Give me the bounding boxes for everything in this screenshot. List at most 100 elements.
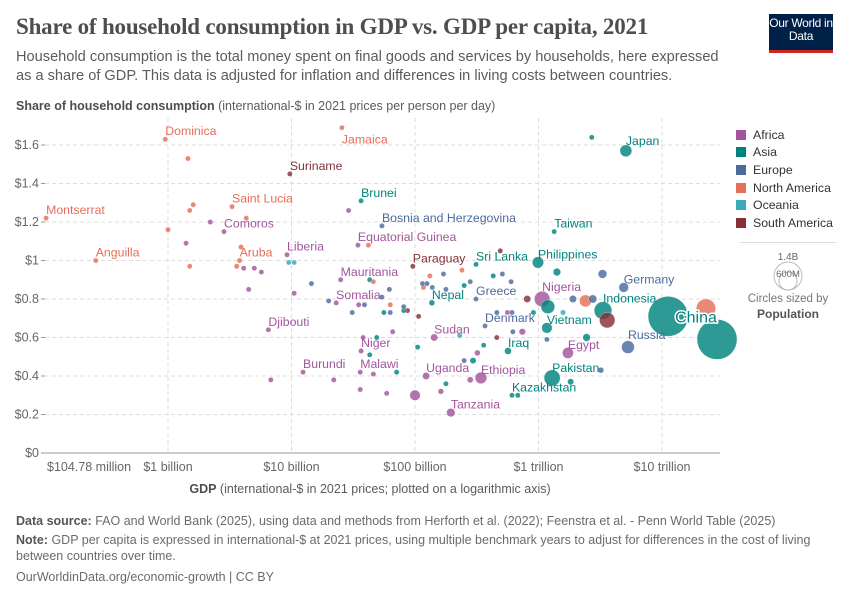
data-point[interactable] [357, 386, 363, 393]
data-point-germany[interactable] [618, 282, 629, 293]
data-point-somalia[interactable] [333, 300, 339, 306]
data-point-japan[interactable] [619, 144, 632, 157]
data-point[interactable] [437, 388, 444, 395]
data-point[interactable] [443, 286, 449, 293]
data-point[interactable] [540, 299, 555, 314]
data-point[interactable] [599, 312, 616, 329]
data-point-taiwan[interactable] [551, 228, 557, 235]
data-point[interactable] [494, 334, 500, 341]
data-point[interactable] [370, 278, 377, 285]
data-point[interactable] [569, 295, 577, 303]
data-point[interactable] [186, 207, 193, 214]
data-point-pakistan[interactable] [543, 369, 561, 387]
data-point-jamaica[interactable] [339, 124, 345, 131]
source-url[interactable]: OurWorldinData.org/economic-growth | CC … [16, 570, 274, 584]
data-point-comoros[interactable] [221, 228, 227, 235]
data-point-equatorial-guinea[interactable] [355, 242, 361, 248]
data-point[interactable] [469, 357, 477, 364]
data-point[interactable] [185, 155, 191, 162]
data-point-suriname[interactable] [287, 171, 293, 177]
data-point[interactable] [291, 290, 297, 296]
data-point-greece[interactable] [473, 296, 479, 302]
data-point[interactable] [238, 244, 244, 250]
data-point[interactable] [393, 369, 400, 375]
data-point[interactable] [459, 267, 465, 273]
data-point[interactable] [331, 377, 337, 383]
data-point[interactable] [456, 332, 463, 339]
data-point[interactable] [499, 271, 506, 277]
data-point[interactable] [308, 280, 315, 287]
data-point-russia[interactable] [621, 340, 635, 354]
data-point[interactable] [523, 295, 531, 303]
data-point-liberia[interactable] [284, 251, 290, 258]
data-point[interactable] [183, 240, 189, 246]
data-point-china[interactable] [647, 296, 689, 337]
data-point[interactable] [387, 302, 393, 308]
data-point[interactable] [389, 328, 396, 335]
data-point-tanzania[interactable] [446, 408, 456, 417]
data-point[interactable] [386, 286, 393, 293]
data-point[interactable] [233, 263, 240, 270]
data-point-denmark[interactable] [482, 323, 488, 329]
data-point[interactable] [291, 259, 297, 266]
data-point[interactable] [443, 380, 449, 387]
owid-logo[interactable]: Our World in Data [769, 14, 833, 53]
data-point-kazakhstan[interactable] [509, 392, 515, 398]
data-point[interactable] [518, 328, 526, 336]
data-point[interactable] [258, 269, 265, 275]
data-point[interactable] [429, 284, 436, 291]
data-point[interactable] [461, 357, 467, 364]
data-point[interactable] [165, 226, 171, 233]
legend-item-oceania[interactable]: Oceania [736, 196, 833, 214]
data-point-aruba[interactable] [236, 257, 243, 264]
data-point[interactable] [349, 309, 355, 316]
data-point[interactable] [567, 378, 574, 386]
data-point[interactable] [582, 333, 591, 342]
data-point[interactable] [400, 303, 407, 310]
data-point[interactable] [243, 215, 249, 221]
data-point-anguilla[interactable] [92, 257, 99, 264]
data-point-paraguay[interactable] [410, 263, 416, 270]
data-point[interactable] [379, 294, 385, 300]
data-point[interactable] [530, 309, 537, 316]
data-point[interactable] [544, 336, 550, 343]
data-point-bosnia-and-herzegovina[interactable] [379, 223, 385, 229]
data-point[interactable] [509, 309, 515, 316]
data-point[interactable] [414, 344, 421, 350]
data-point[interactable] [383, 390, 390, 397]
legend-item-south-america[interactable]: South America [736, 214, 833, 232]
data-point[interactable] [360, 334, 366, 341]
data-point-niger[interactable] [358, 348, 364, 354]
data-point[interactable] [345, 207, 352, 214]
data-point-brunei[interactable] [358, 198, 364, 204]
data-point[interactable] [588, 294, 598, 304]
data-point[interactable] [467, 278, 473, 285]
data-point[interactable] [186, 263, 193, 270]
data-point[interactable] [409, 389, 421, 401]
data-point[interactable] [240, 265, 247, 271]
data-point-ethiopia[interactable] [474, 371, 487, 384]
legend-item-africa[interactable]: Africa [736, 126, 833, 144]
data-point[interactable] [325, 298, 332, 304]
data-point-malawi[interactable] [357, 369, 363, 375]
data-point[interactable] [366, 352, 373, 358]
data-point-uganda[interactable] [422, 372, 430, 380]
data-point[interactable] [381, 309, 387, 316]
data-point[interactable] [461, 282, 467, 289]
data-point-dominica[interactable] [162, 136, 168, 142]
data-point-egypt[interactable] [562, 347, 574, 359]
data-point[interactable] [553, 268, 561, 276]
data-point[interactable] [361, 302, 368, 308]
data-point-mauritania[interactable] [337, 276, 344, 283]
data-point[interactable] [515, 392, 521, 398]
data-point[interactable] [370, 371, 377, 377]
data-point[interactable] [427, 273, 433, 279]
data-point[interactable] [508, 278, 514, 285]
data-point[interactable] [474, 349, 481, 356]
data-point[interactable] [285, 259, 292, 266]
legend-item-asia[interactable]: Asia [736, 144, 833, 162]
data-point-nepal[interactable] [428, 299, 435, 306]
data-point[interactable] [467, 376, 474, 384]
data-point[interactable] [245, 286, 252, 293]
data-point[interactable] [365, 242, 372, 248]
